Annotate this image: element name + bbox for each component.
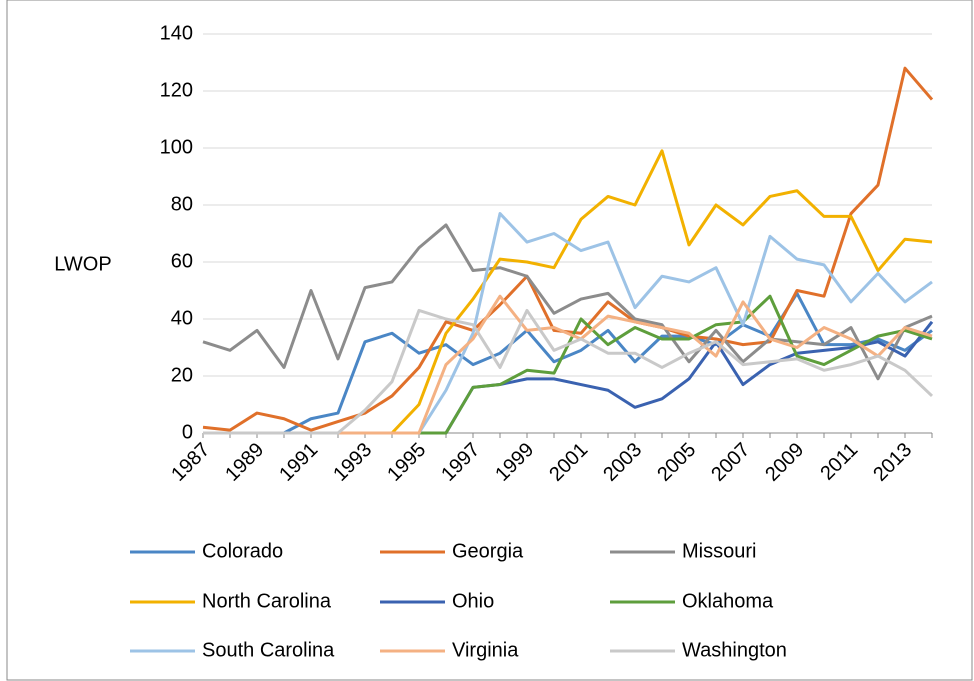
y-tick-label: 100 [160, 136, 193, 158]
legend-label: Ohio [452, 590, 494, 612]
y-tick-label: 140 [160, 22, 193, 44]
y-tick-label: 80 [171, 193, 193, 215]
legend-label: Oklahoma [682, 590, 774, 612]
legend-label: South Carolina [202, 639, 335, 661]
legend-label: Virginia [452, 639, 519, 661]
series-line [203, 308, 934, 435]
y-tick-label: 60 [171, 250, 193, 272]
y-tick-label: 20 [171, 364, 193, 386]
y-tick-label: 120 [160, 79, 193, 101]
legend-label: North Carolina [202, 590, 332, 612]
chart-border [6, 0, 973, 681]
legend-label: Missouri [682, 540, 756, 562]
series-line [202, 223, 933, 381]
y-tick-label: 0 [182, 421, 193, 443]
y-tick-label: 40 [171, 307, 193, 329]
series-line [203, 291, 933, 435]
legend-label: Colorado [202, 540, 283, 562]
legend-label: Washington [682, 639, 787, 661]
legend-label: Georgia [452, 540, 524, 562]
y-axis-label: LWOP [54, 253, 111, 275]
